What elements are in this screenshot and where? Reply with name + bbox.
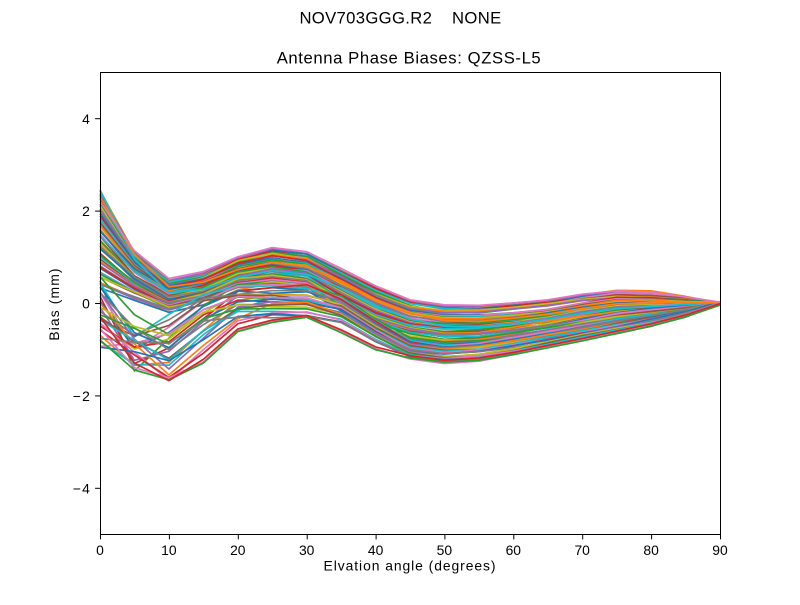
svg-text:80: 80 [643, 542, 659, 558]
svg-text:4: 4 [82, 111, 91, 127]
svg-text:40: 40 [368, 542, 384, 558]
svg-text:60: 60 [506, 542, 522, 558]
svg-text:−4: −4 [73, 480, 91, 496]
svg-text:90: 90 [712, 542, 728, 558]
svg-text:30: 30 [299, 542, 315, 558]
svg-text:2: 2 [82, 203, 91, 219]
svg-text:0: 0 [96, 542, 104, 558]
svg-text:20: 20 [230, 542, 246, 558]
svg-text:0: 0 [82, 296, 91, 312]
svg-text:70: 70 [574, 542, 590, 558]
svg-text:NOV703GGG.R2 NONE: NOV703GGG.R2 NONE [299, 9, 501, 28]
svg-text:Bias (mm): Bias (mm) [46, 267, 62, 340]
svg-text:−2: −2 [73, 388, 91, 404]
svg-text:10: 10 [161, 542, 177, 558]
svg-text:50: 50 [437, 542, 453, 558]
svg-text:Antenna Phase Biases: QZSS-L5: Antenna Phase Biases: QZSS-L5 [277, 48, 542, 67]
svg-text:Elvation angle (degrees): Elvation angle (degrees) [324, 557, 497, 573]
